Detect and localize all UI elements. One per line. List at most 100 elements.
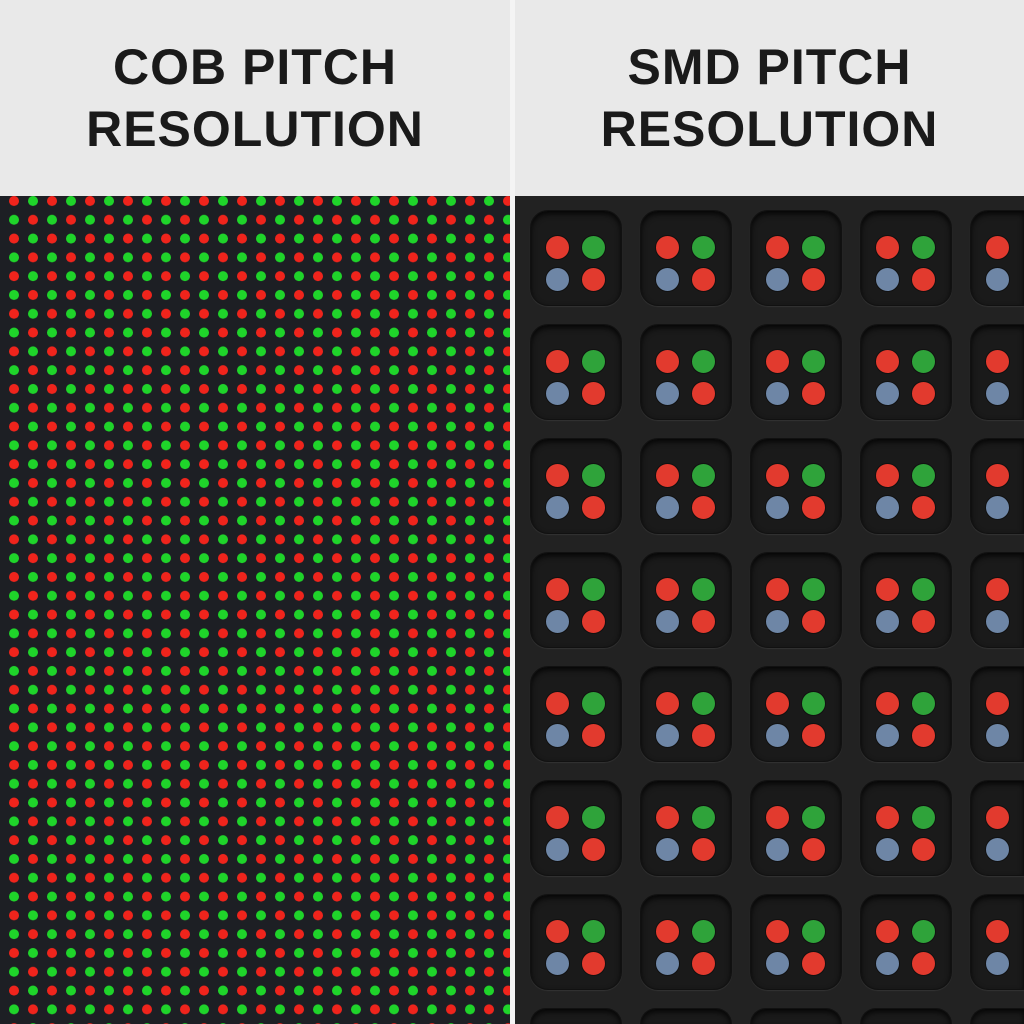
led-blue	[765, 495, 790, 520]
led-blue	[545, 951, 570, 976]
led-red	[985, 691, 1010, 716]
led-blue	[655, 267, 680, 292]
led-red	[875, 235, 900, 260]
smd-module	[970, 438, 1024, 534]
smd-module	[530, 1008, 622, 1024]
led-green	[801, 691, 826, 716]
smd-module-grid	[515, 196, 1024, 1024]
led-red	[691, 837, 716, 862]
led-red	[911, 837, 936, 862]
led-red	[875, 691, 900, 716]
smd-module	[970, 1008, 1024, 1024]
smd-module	[640, 780, 732, 876]
led-red	[985, 577, 1010, 602]
divider	[510, 0, 515, 1024]
led-green	[691, 349, 716, 374]
led-red	[911, 951, 936, 976]
smd-module	[640, 324, 732, 420]
smd-module	[530, 324, 622, 420]
led-blue	[875, 381, 900, 406]
smd-module	[530, 780, 622, 876]
led-green	[801, 919, 826, 944]
smd-module	[970, 210, 1024, 306]
led-red	[911, 609, 936, 634]
led-red	[581, 609, 606, 634]
smd-module	[750, 324, 842, 420]
led-green	[801, 463, 826, 488]
led-blue	[765, 951, 790, 976]
led-red	[581, 495, 606, 520]
led-red	[875, 919, 900, 944]
led-red	[581, 951, 606, 976]
led-red	[985, 919, 1010, 944]
led-green	[911, 577, 936, 602]
led-green	[691, 805, 716, 830]
led-green	[911, 235, 936, 260]
led-blue	[545, 609, 570, 634]
smd-module	[970, 552, 1024, 648]
led-green	[581, 235, 606, 260]
led-red	[911, 723, 936, 748]
smd-module	[750, 438, 842, 534]
led-red	[801, 837, 826, 862]
led-green	[581, 691, 606, 716]
led-red	[655, 577, 680, 602]
smd-module	[970, 666, 1024, 762]
led-blue	[765, 267, 790, 292]
led-red	[985, 349, 1010, 374]
led-red	[985, 463, 1010, 488]
led-red	[801, 609, 826, 634]
led-red	[985, 805, 1010, 830]
cob-dot-grid	[0, 196, 510, 1024]
smd-module	[860, 438, 952, 534]
led-blue	[985, 267, 1010, 292]
led-blue	[765, 381, 790, 406]
led-red	[765, 349, 790, 374]
led-blue	[655, 723, 680, 748]
led-green	[691, 919, 716, 944]
led-red	[545, 235, 570, 260]
led-blue	[655, 495, 680, 520]
led-green	[691, 577, 716, 602]
led-green	[581, 577, 606, 602]
led-red	[691, 495, 716, 520]
led-red	[545, 577, 570, 602]
smd-module	[530, 552, 622, 648]
led-blue	[545, 723, 570, 748]
led-red	[875, 805, 900, 830]
smd-module	[970, 324, 1024, 420]
led-blue	[985, 495, 1010, 520]
led-blue	[655, 609, 680, 634]
led-green	[801, 577, 826, 602]
smd-module	[750, 1008, 842, 1024]
smd-module	[750, 210, 842, 306]
led-red	[691, 381, 716, 406]
led-red	[911, 267, 936, 292]
cob-dots	[0, 196, 510, 1024]
smd-header: SMD PITCH RESOLUTION	[515, 0, 1024, 196]
smd-module	[860, 666, 952, 762]
cob-led-matrix	[0, 196, 510, 1024]
led-red	[801, 267, 826, 292]
cob-title-line2: RESOLUTION	[86, 101, 424, 157]
led-red	[655, 235, 680, 260]
smd-module	[640, 552, 732, 648]
led-blue	[875, 951, 900, 976]
led-blue	[985, 837, 1010, 862]
led-red	[655, 463, 680, 488]
led-blue	[875, 609, 900, 634]
led-green	[911, 349, 936, 374]
cob-title-line1: COB PITCH	[113, 39, 397, 95]
led-red	[655, 349, 680, 374]
smd-module	[640, 210, 732, 306]
smd-panel: SMD PITCH RESOLUTION	[515, 0, 1024, 1024]
led-red	[875, 349, 900, 374]
led-blue	[765, 837, 790, 862]
led-red	[581, 381, 606, 406]
led-green	[911, 691, 936, 716]
led-green	[581, 805, 606, 830]
led-red	[765, 577, 790, 602]
led-blue	[655, 951, 680, 976]
led-red	[801, 723, 826, 748]
led-red	[545, 919, 570, 944]
